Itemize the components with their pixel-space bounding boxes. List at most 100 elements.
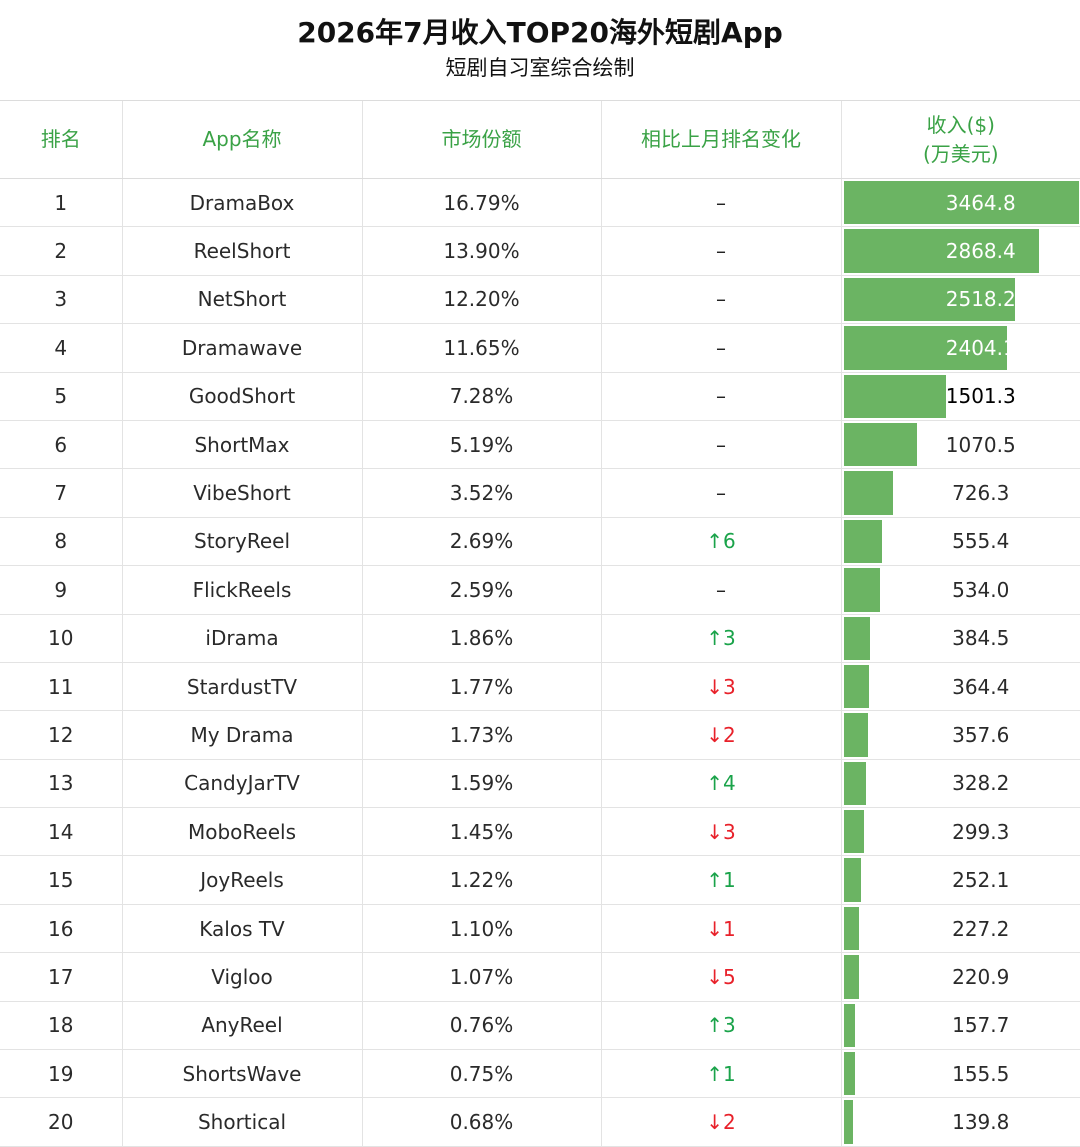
app-name-cell: iDrama <box>122 614 362 662</box>
rank-cell: 14 <box>0 808 122 856</box>
revenue-cell: 157.7 <box>841 1001 1080 1049</box>
revenue-cell: 227.2 <box>841 904 1080 952</box>
revenue-bar <box>844 1100 853 1143</box>
header-revenue-label: 收入($) <box>842 111 1080 140</box>
revenue-bar <box>844 762 866 805</box>
rank-change-cell: ↓3 <box>601 808 841 856</box>
app-name-cell: My Drama <box>122 711 362 759</box>
app-name-cell: Shortical <box>122 1098 362 1146</box>
app-name-cell: MoboReels <box>122 808 362 856</box>
app-name-cell: JoyReels <box>122 856 362 904</box>
table-header-row: 排名 App名称 市场份额 相比上月排名变化 收入($) (万美元) <box>0 101 1080 179</box>
rank-change-cell: ↑1 <box>601 1050 841 1098</box>
rank-change-cell: – <box>601 566 841 614</box>
market-share-cell: 0.68% <box>362 1098 601 1146</box>
rank-change-cell: ↓3 <box>601 662 841 710</box>
revenue-value-label: 364.4 <box>912 675 1009 699</box>
revenue-cell: 139.8 <box>841 1098 1080 1146</box>
rank-change-cell: – <box>601 179 841 227</box>
revenue-cell: 155.5 <box>841 1050 1080 1098</box>
rank-cell: 18 <box>0 1001 122 1049</box>
app-name-cell: StardustTV <box>122 662 362 710</box>
rank-cell: 11 <box>0 662 122 710</box>
market-share-cell: 1.07% <box>362 953 601 1001</box>
title-block: 2026年7月收入TOP20海外短剧App 短剧自习室综合绘制 <box>0 0 1080 101</box>
revenue-cell: 252.1 <box>841 856 1080 904</box>
rank-change-cell: – <box>601 469 841 517</box>
market-share-cell: 2.69% <box>362 517 601 565</box>
rank-change-cell: ↓5 <box>601 953 841 1001</box>
revenue-value-label: 227.2 <box>912 917 1009 941</box>
revenue-cell: 2518.2 <box>841 275 1080 323</box>
market-share-cell: 1.73% <box>362 711 601 759</box>
rank-change-cell: – <box>601 227 841 275</box>
rank-cell: 2 <box>0 227 122 275</box>
app-name-cell: AnyReel <box>122 1001 362 1049</box>
revenue-bar <box>844 1052 855 1095</box>
revenue-bar <box>844 568 880 611</box>
market-share-cell: 11.65% <box>362 324 601 372</box>
app-name-cell: StoryReel <box>122 517 362 565</box>
rank-cell: 6 <box>0 420 122 468</box>
rank-change-cell: – <box>601 324 841 372</box>
revenue-value-label: 384.5 <box>912 626 1009 650</box>
revenue-bar <box>844 520 882 563</box>
app-name-cell: VibeShort <box>122 469 362 517</box>
app-name-cell: ShortsWave <box>122 1050 362 1098</box>
revenue-cell: 555.4 <box>841 517 1080 565</box>
rank-cell: 3 <box>0 275 122 323</box>
revenue-cell: 726.3 <box>841 469 1080 517</box>
revenue-value-label: 252.1 <box>912 868 1009 892</box>
market-share-cell: 2.59% <box>362 566 601 614</box>
market-share-cell: 1.45% <box>362 808 601 856</box>
rank-change-cell: ↑6 <box>601 517 841 565</box>
revenue-cell: 2404.1 <box>841 324 1080 372</box>
rank-change-cell: ↑1 <box>601 856 841 904</box>
rank-cell: 13 <box>0 759 122 807</box>
app-name-cell: GoodShort <box>122 372 362 420</box>
revenue-value-label: 2868.4 <box>906 239 1016 263</box>
market-share-cell: 1.77% <box>362 662 601 710</box>
rank-change-cell: ↓2 <box>601 1098 841 1146</box>
revenue-bar <box>844 713 868 756</box>
market-share-cell: 1.10% <box>362 904 601 952</box>
revenue-cell: 220.9 <box>841 953 1080 1001</box>
market-share-cell: 0.75% <box>362 1050 601 1098</box>
rank-cell: 5 <box>0 372 122 420</box>
rank-cell: 16 <box>0 904 122 952</box>
revenue-value-label: 555.4 <box>912 529 1009 553</box>
revenue-value-label: 139.8 <box>912 1110 1009 1134</box>
revenue-cell: 1501.3 <box>841 372 1080 420</box>
revenue-value-label: 155.5 <box>912 1062 1009 1086</box>
market-share-cell: 16.79% <box>362 179 601 227</box>
revenue-cell: 299.3 <box>841 808 1080 856</box>
rank-change-cell: – <box>601 275 841 323</box>
revenue-value-label: 2518.2 <box>906 287 1016 311</box>
rank-change-cell: – <box>601 420 841 468</box>
rank-cell: 4 <box>0 324 122 372</box>
market-share-cell: 3.52% <box>362 469 601 517</box>
market-share-cell: 1.22% <box>362 856 601 904</box>
market-share-cell: 12.20% <box>362 275 601 323</box>
rank-change-cell: – <box>601 372 841 420</box>
rank-cell: 7 <box>0 469 122 517</box>
rank-cell: 15 <box>0 856 122 904</box>
header-revenue: 收入($) (万美元) <box>841 101 1080 179</box>
market-share-cell: 1.86% <box>362 614 601 662</box>
revenue-bar <box>844 955 859 998</box>
revenue-cell: 328.2 <box>841 759 1080 807</box>
revenue-value-label: 1070.5 <box>906 433 1016 457</box>
